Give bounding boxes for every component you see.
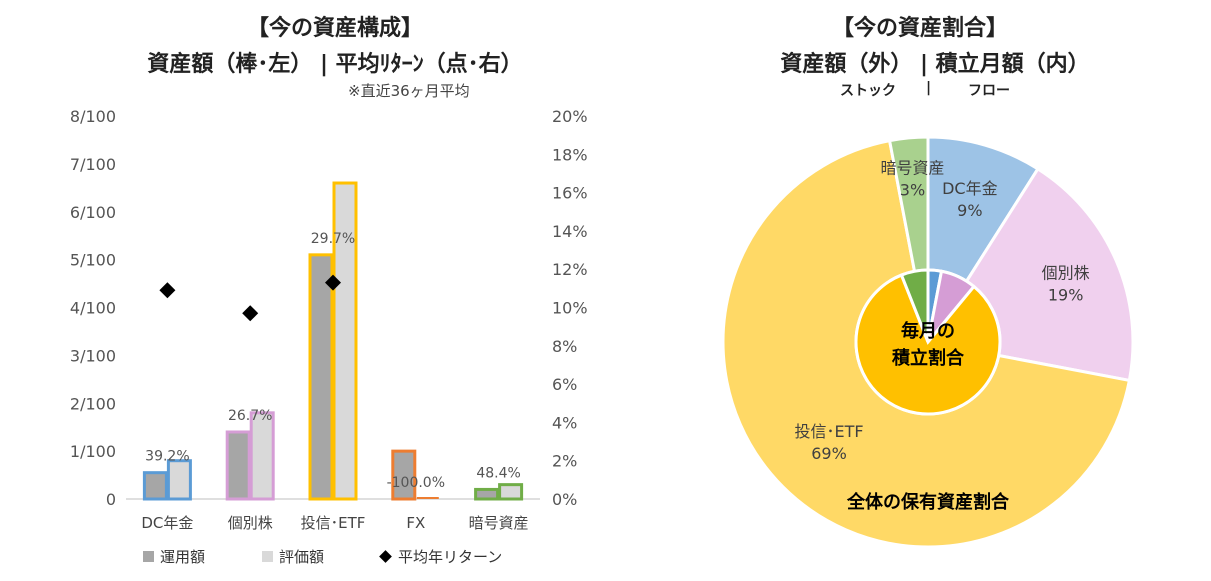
inner-center-label: 毎月の	[901, 320, 955, 342]
pie-slice-value: 9%	[957, 201, 982, 220]
bar-unyou	[142, 471, 168, 501]
return-point	[325, 274, 341, 291]
pie-slice-value: 19%	[1048, 285, 1084, 304]
bar-unyou	[308, 253, 334, 501]
left-axis-tick: 1/100	[70, 442, 116, 461]
bar-data-label: 39.2%	[145, 449, 189, 465]
right-axis-tick: 14%	[552, 222, 588, 241]
right-chart-title: 【今の資産割合】	[831, 16, 1008, 41]
left-axis-tick: 7/100	[70, 155, 116, 174]
left-axis-tick: 4/100	[70, 299, 116, 318]
right-axis-tick: 8%	[552, 337, 577, 356]
left-axis-tick: 3/100	[70, 346, 116, 365]
sub-separator: |	[926, 80, 932, 96]
bar-unyou	[225, 430, 251, 501]
bar-data-label: 26.7%	[228, 408, 272, 424]
legend-item-return: 平均年リターン	[379, 546, 503, 567]
inner-slice-crypto	[899, 268, 930, 343]
legend-item-hyouka: 評価額	[262, 546, 324, 567]
left-axis-tick: 5/100	[70, 251, 116, 270]
return-point	[159, 282, 176, 299]
bar-data-label: 29.7%	[311, 231, 355, 247]
flow-label: フロー	[968, 83, 1010, 99]
x-axis-tick: 暗号資産	[469, 514, 529, 532]
right-axis-tick: 20%	[552, 107, 588, 126]
left-chart-note: ※直近36ヶ月平均	[348, 82, 470, 100]
bar-hyouka	[332, 181, 358, 501]
x-axis-tick: 個別株	[228, 514, 273, 532]
left-axis-tick: 8/100	[70, 107, 116, 126]
right-axis-tick: 12%	[552, 260, 588, 279]
legend-swatch-light	[262, 551, 273, 562]
inner-center-label: 積立割合	[891, 347, 965, 369]
pie-slice-value: 3%	[900, 181, 925, 200]
bar-hyouka	[498, 483, 524, 501]
legend-label-unyou: 運用額	[160, 548, 206, 566]
pie-slice-label: 暗号資産	[880, 159, 944, 178]
bar-data-label: 48.4%	[476, 465, 520, 481]
left-axis-tick: 2/100	[70, 394, 116, 413]
right-axis-tick: 4%	[552, 413, 577, 432]
bar-unyou	[391, 449, 417, 501]
x-axis-tick: 投信･ETF	[301, 514, 366, 532]
right-axis-tick: 6%	[552, 375, 577, 394]
legend-label-hyouka: 評価額	[279, 548, 325, 566]
legend-diamond-icon	[379, 550, 392, 563]
left-axis-tick: 6/100	[70, 203, 116, 222]
right-axis-tick: 10%	[552, 299, 588, 318]
legend-label-return: 平均年リターン	[398, 548, 503, 566]
return-point	[242, 305, 259, 322]
inner-slice-toushin	[854, 273, 1002, 416]
outer-ring-label: 全体の保有資産割合	[846, 491, 1010, 513]
left-chart-title: 【今の資産構成】	[246, 16, 423, 41]
bar-hyouka	[166, 459, 192, 501]
right-chart-subtitle: 資産額（外） | 積立月額（内）	[780, 52, 1090, 77]
right-axis-tick: 16%	[552, 184, 588, 203]
bar-unyou	[474, 487, 500, 501]
pie-slice-label: 投信･ETF	[794, 422, 863, 441]
pie-slice-label: DC年金	[942, 179, 998, 198]
left-axis-tick: 0	[106, 490, 116, 509]
right-axis-tick: 18%	[552, 145, 588, 164]
legend-item-unyou: 運用額	[143, 546, 205, 567]
pie-slice-label: 個別株	[1042, 263, 1090, 282]
pie-slice-value: 69%	[811, 444, 847, 463]
bar-data-label: -100.0%	[387, 475, 445, 491]
stock-label: ストック	[840, 83, 896, 99]
left-chart-subtitle: 資産額（棒･左） | 平均ﾘﾀｰﾝ（点･右）	[147, 52, 523, 77]
bar-hyouka	[249, 411, 275, 501]
right-axis-tick: 2%	[552, 452, 577, 471]
right-axis-tick: 0%	[552, 490, 577, 509]
x-axis-tick: FX	[406, 514, 425, 532]
legend-swatch-dark	[143, 551, 154, 562]
x-axis-tick: DC年金	[141, 514, 193, 532]
